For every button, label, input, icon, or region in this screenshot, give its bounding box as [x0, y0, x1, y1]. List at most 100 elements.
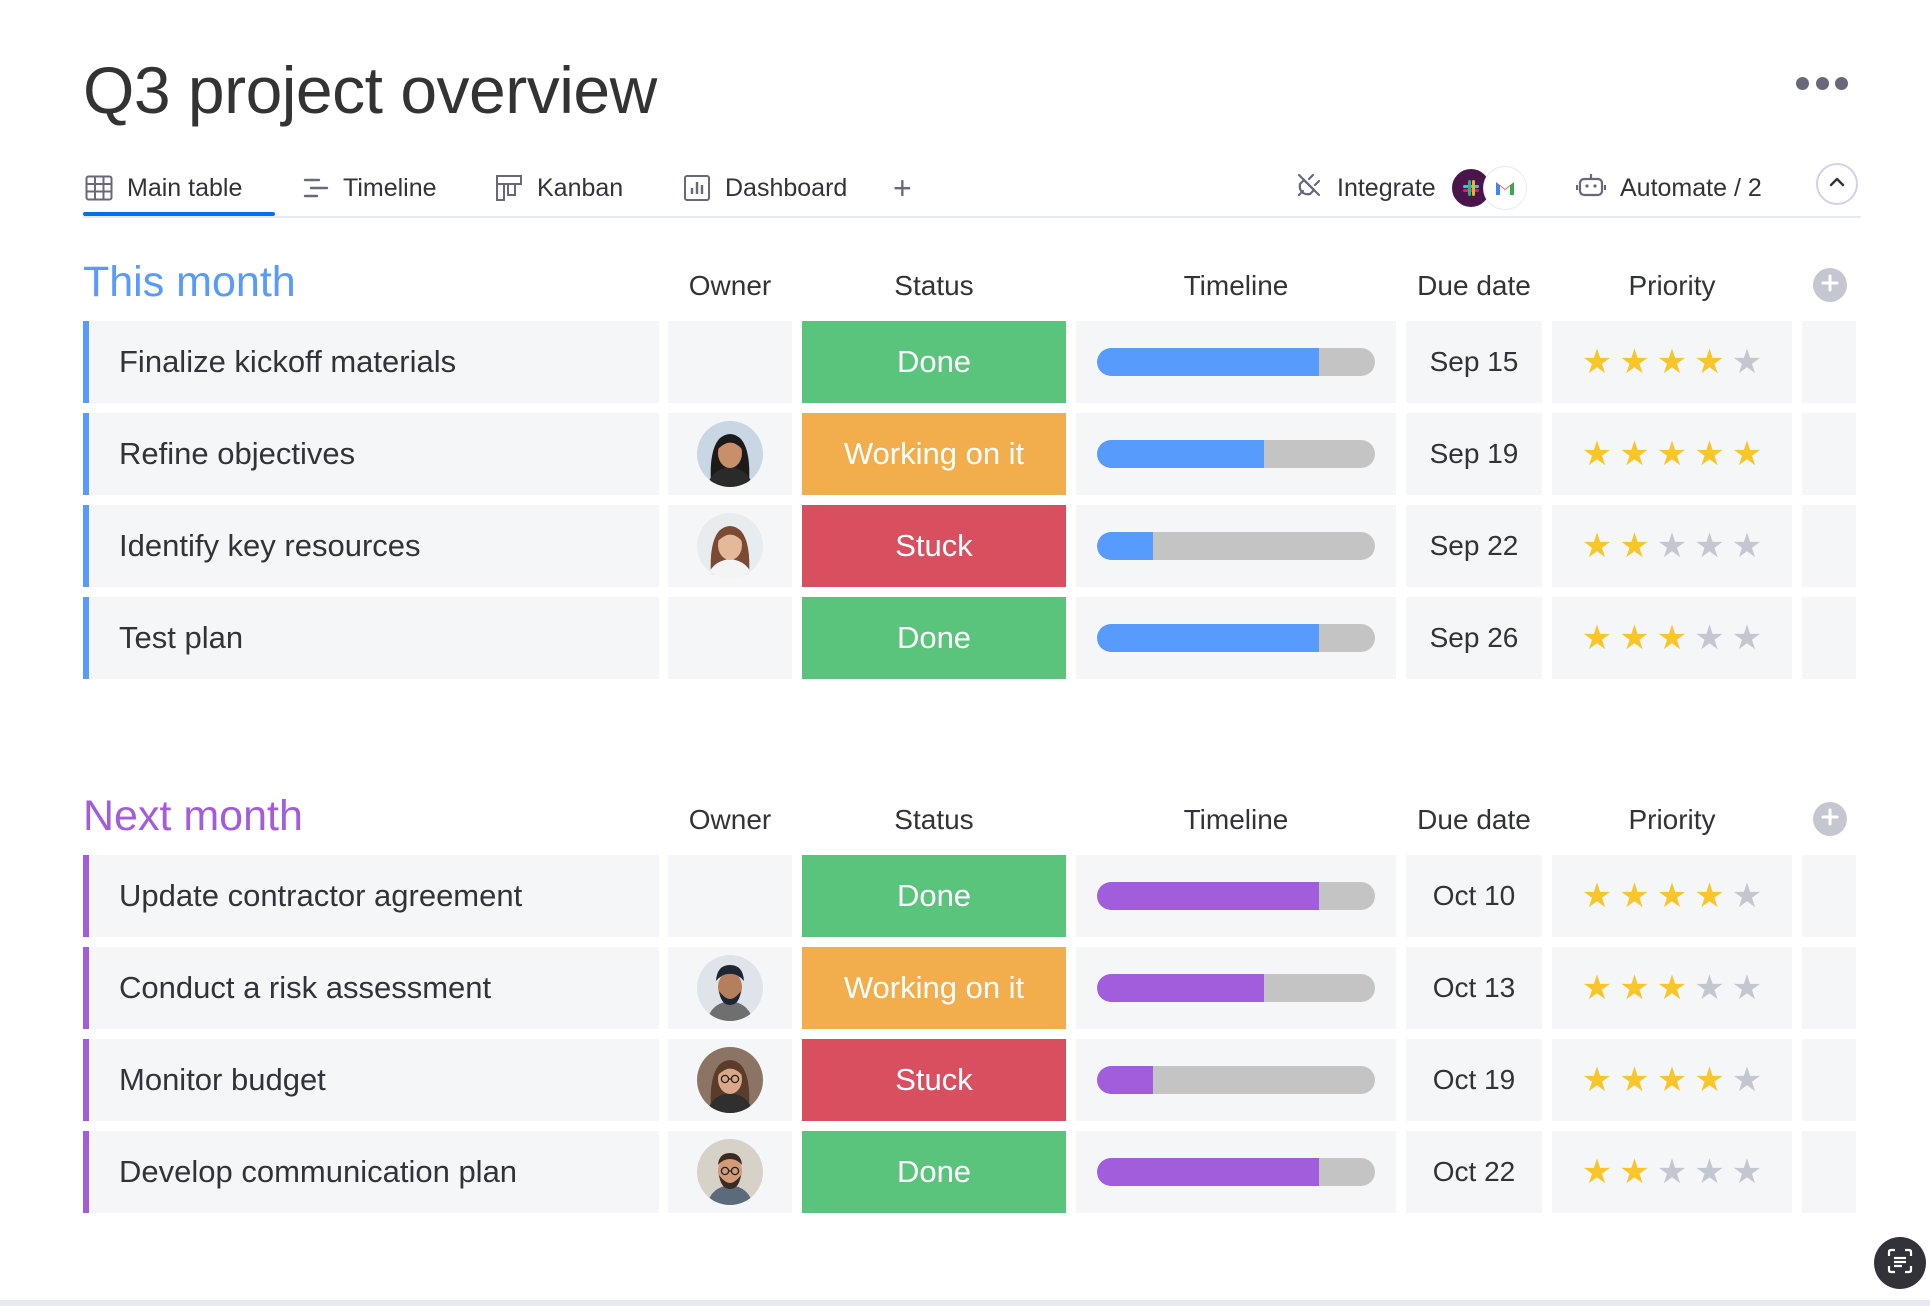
group-title[interactable]: Next month [83, 792, 303, 840]
add-column-button[interactable] [1813, 268, 1847, 302]
add-view-button[interactable]: + [893, 169, 912, 206]
item-name-cell[interactable]: Refine objectives [83, 413, 659, 495]
timeline-cell[interactable] [1076, 321, 1396, 403]
tab-kanban[interactable]: Kanban [495, 160, 623, 216]
table-row[interactable]: Identify key resources Stuck Sep 22 ★ ★ ★ ★ ★ [83, 505, 1863, 587]
star-filled-icon[interactable]: ★ [1694, 877, 1725, 915]
due-date[interactable]: Oct 22 [1406, 1131, 1542, 1213]
column-header-due-date[interactable]: Due date [1417, 270, 1531, 301]
column-header-owner[interactable]: Owner [688, 804, 772, 835]
integrate-button[interactable]: Integrate [1295, 160, 1526, 216]
star-filled-icon[interactable]: ★ [1581, 527, 1613, 565]
due-date[interactable]: Sep 22 [1406, 505, 1542, 587]
timeline-cell[interactable] [1076, 505, 1396, 587]
star-filled-icon[interactable]: ★ [1694, 1061, 1725, 1099]
column-header-priority[interactable]: Priority [1628, 804, 1716, 835]
star-filled-icon[interactable]: ★ [1656, 877, 1688, 915]
owner-avatar[interactable] [697, 513, 763, 579]
timeline-cell[interactable] [1076, 855, 1396, 937]
timeline-cell[interactable] [1076, 1039, 1396, 1121]
owner-cell[interactable] [668, 855, 792, 937]
owner-avatar[interactable] [697, 955, 763, 1021]
due-date[interactable]: Oct 13 [1406, 947, 1542, 1029]
status-label[interactable]: Done [802, 1131, 1066, 1213]
star-empty-icon[interactable]: ★ [1656, 527, 1688, 565]
star-filled-icon[interactable]: ★ [1656, 619, 1688, 657]
status-label[interactable]: Done [802, 855, 1066, 937]
item-name-cell[interactable]: Finalize kickoff materials [83, 321, 659, 403]
star-empty-icon[interactable]: ★ [1731, 1153, 1763, 1191]
star-filled-icon[interactable]: ★ [1619, 969, 1650, 1007]
star-empty-icon[interactable]: ★ [1656, 1153, 1688, 1191]
owner-cell[interactable] [668, 505, 792, 587]
owner-avatar[interactable] [697, 1139, 763, 1205]
star-empty-icon[interactable]: ★ [1694, 969, 1725, 1007]
star-filled-icon[interactable]: ★ [1656, 969, 1688, 1007]
star-empty-icon[interactable]: ★ [1731, 969, 1763, 1007]
status-label[interactable]: Done [802, 597, 1066, 679]
column-header-timeline[interactable]: Timeline [1183, 270, 1289, 301]
star-filled-icon[interactable]: ★ [1656, 1061, 1688, 1099]
column-header-due-date[interactable]: Due date [1417, 804, 1531, 835]
owner-avatar[interactable] [697, 421, 763, 487]
star-filled-icon[interactable]: ★ [1619, 343, 1650, 381]
star-empty-icon[interactable]: ★ [1731, 1061, 1763, 1099]
owner-cell[interactable] [668, 1131, 792, 1213]
column-header-owner[interactable]: Owner [688, 270, 772, 301]
due-date[interactable]: Sep 26 [1406, 597, 1542, 679]
item-name-cell[interactable]: Conduct a risk assessment [83, 947, 659, 1029]
table-row[interactable]: Test plan Done Sep 26 ★ ★ ★ ★ ★ [83, 597, 1863, 679]
priority-rating[interactable]: ★ ★ ★ ★ ★ [1552, 597, 1792, 679]
timeline-cell[interactable] [1076, 947, 1396, 1029]
star-filled-icon[interactable]: ★ [1656, 435, 1688, 473]
star-filled-icon[interactable]: ★ [1581, 435, 1613, 473]
table-row[interactable]: Update contractor agreement Done Oct 10 ★ ★ ★… [83, 855, 1863, 937]
timeline-cell[interactable] [1076, 1131, 1396, 1213]
collapse-header-button[interactable] [1816, 163, 1858, 205]
add-column-button[interactable] [1813, 802, 1847, 836]
priority-rating[interactable]: ★ ★ ★ ★ ★ [1552, 855, 1792, 937]
assistant-button[interactable] [1874, 1237, 1926, 1289]
status-label[interactable]: Stuck [802, 1039, 1066, 1121]
item-name-cell[interactable]: Update contractor agreement [83, 855, 659, 937]
item-name-cell[interactable]: Test plan [83, 597, 659, 679]
star-empty-icon[interactable]: ★ [1731, 877, 1763, 915]
star-filled-icon[interactable]: ★ [1581, 1153, 1613, 1191]
star-filled-icon[interactable]: ★ [1619, 619, 1650, 657]
timeline-cell[interactable] [1076, 597, 1396, 679]
star-filled-icon[interactable]: ★ [1731, 435, 1763, 473]
table-row[interactable]: Finalize kickoff materials Done Sep 15 ★ ★ ★ ★… [83, 321, 1863, 403]
group-title[interactable]: This month [83, 258, 296, 306]
more-options-button[interactable] [1796, 72, 1848, 94]
priority-rating[interactable]: ★ ★ ★ ★ ★ [1552, 413, 1792, 495]
star-filled-icon[interactable]: ★ [1694, 343, 1725, 381]
star-filled-icon[interactable]: ★ [1619, 1061, 1650, 1099]
owner-cell[interactable] [668, 1039, 792, 1121]
due-date[interactable]: Oct 19 [1406, 1039, 1542, 1121]
star-filled-icon[interactable]: ★ [1619, 435, 1650, 473]
star-filled-icon[interactable]: ★ [1581, 969, 1613, 1007]
star-empty-icon[interactable]: ★ [1731, 343, 1763, 381]
owner-cell[interactable] [668, 947, 792, 1029]
tab-dashboard[interactable]: Dashboard [683, 160, 847, 216]
star-filled-icon[interactable]: ★ [1619, 527, 1650, 565]
priority-rating[interactable]: ★ ★ ★ ★ ★ [1552, 947, 1792, 1029]
priority-rating[interactable]: ★ ★ ★ ★ ★ [1552, 1039, 1792, 1121]
star-filled-icon[interactable]: ★ [1694, 435, 1725, 473]
star-filled-icon[interactable]: ★ [1656, 343, 1688, 381]
item-name-cell[interactable]: Develop communication plan [83, 1131, 659, 1213]
column-header-status[interactable]: Status [894, 804, 974, 835]
column-header-timeline[interactable]: Timeline [1183, 804, 1289, 835]
star-empty-icon[interactable]: ★ [1694, 1153, 1725, 1191]
owner-avatar[interactable] [697, 1047, 763, 1113]
due-date[interactable]: Sep 19 [1406, 413, 1542, 495]
due-date[interactable]: Oct 10 [1406, 855, 1542, 937]
timeline-cell[interactable] [1076, 413, 1396, 495]
owner-cell[interactable] [668, 321, 792, 403]
tab-timeline[interactable]: Timeline [303, 160, 437, 216]
star-filled-icon[interactable]: ★ [1581, 343, 1613, 381]
status-label[interactable]: Done [802, 321, 1066, 403]
status-label[interactable]: Working on it [802, 947, 1066, 1029]
column-header-priority[interactable]: Priority [1628, 270, 1716, 301]
table-row[interactable]: Conduct a risk assessment Working on it Oc… [83, 947, 1863, 1029]
